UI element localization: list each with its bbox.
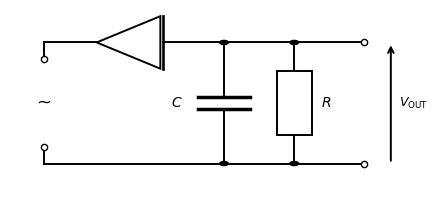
Circle shape: [290, 40, 299, 44]
Circle shape: [220, 162, 228, 166]
Text: $R$: $R$: [322, 96, 332, 110]
Bar: [277, 71, 312, 135]
Text: $C$: $C$: [171, 96, 182, 110]
Text: $V_{\rm OUT}$: $V_{\rm OUT}$: [399, 95, 428, 111]
Circle shape: [290, 162, 299, 166]
Text: ~: ~: [36, 94, 52, 112]
Polygon shape: [97, 16, 160, 69]
Circle shape: [220, 40, 228, 44]
